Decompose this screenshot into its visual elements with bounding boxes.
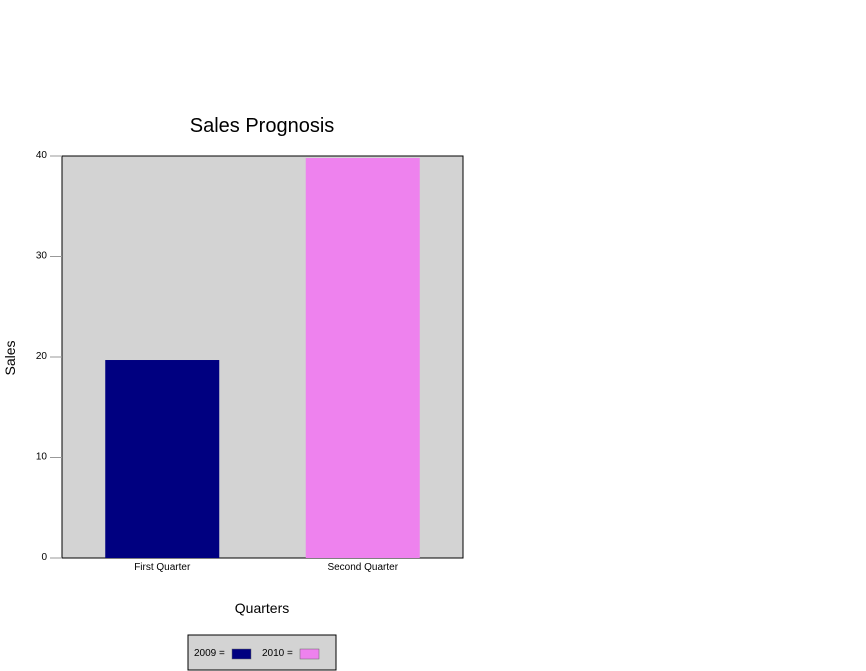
legend-swatch-2010 [299,648,320,660]
y-tick-label: 40 [36,150,48,161]
x-tick-label: First Quarter [134,562,191,573]
y-tick-label: 30 [36,251,48,262]
bars [105,158,420,558]
x-axis-title: Quarters [235,600,289,616]
bar-2 [305,158,420,558]
chart-title: Sales Prognosis [190,115,335,137]
y-tick-label: 0 [41,552,47,563]
legend-label-2010: 2010 = [262,648,293,659]
y-tick-label: 20 [36,351,48,362]
bar-1 [105,360,220,558]
x-tick-label: Second Quarter [327,562,398,573]
y-axis-title: Sales [2,340,18,375]
legend-label-2009: 2009 = [194,648,225,659]
y-axis: 0 10 20 30 40 [36,150,62,563]
x-axis: First Quarter Second Quarter [134,562,399,573]
y-tick-label: 10 [36,452,48,463]
legend-swatch-2009 [231,648,252,660]
legend: 2009 = 2010 = [187,634,337,671]
